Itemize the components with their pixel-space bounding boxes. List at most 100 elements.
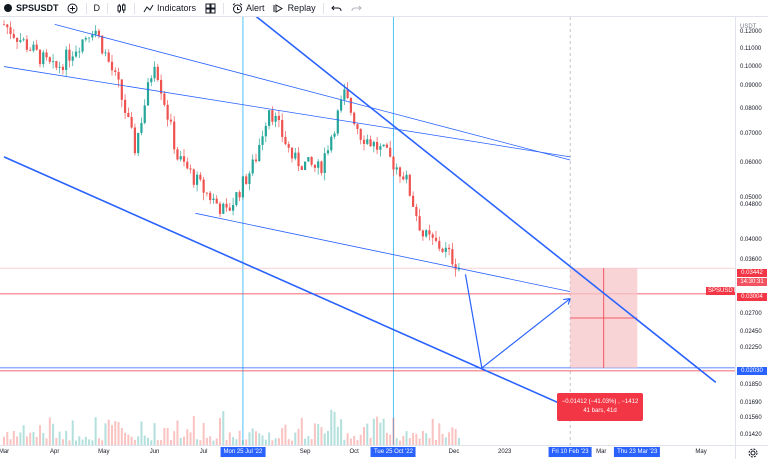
volume-bar	[117, 422, 120, 445]
candle-body	[163, 93, 166, 105]
candle-body	[281, 120, 284, 137]
level-price-tag: 0.02030	[737, 367, 767, 375]
price-tick-label: 0.02450	[740, 329, 762, 336]
candle-body	[218, 203, 222, 214]
indicators-button[interactable]: Indicators	[138, 0, 200, 16]
volume-bar	[421, 430, 424, 445]
time-axis[interactable]: Mar Apr May Jun Jul Sep Oct Dec 2023 Mar May Mon 25…	[0, 445, 735, 459]
price-tick-label: 0.04000	[740, 236, 762, 243]
volume-bar	[457, 437, 460, 445]
volume-bar	[209, 436, 212, 445]
volume-bar	[55, 437, 58, 445]
volume-bar	[111, 424, 113, 445]
candle-body	[114, 70, 117, 72]
price-chart[interactable]	[0, 0, 735, 445]
volume-bar	[291, 440, 293, 445]
volume-bar	[444, 437, 447, 445]
candle-body	[287, 144, 290, 148]
volume-bar	[382, 418, 385, 445]
candle-body	[212, 198, 215, 201]
redo-button[interactable]	[347, 0, 367, 16]
candle-body	[123, 99, 127, 113]
candle-body	[366, 139, 369, 144]
volume-bar	[251, 428, 254, 445]
price-tick-label: 0.04800	[740, 202, 762, 209]
replay-button[interactable]: Replay	[269, 0, 320, 16]
volume-bar	[61, 439, 64, 445]
candle-body	[2, 24, 6, 26]
volume-bar	[232, 437, 235, 445]
volume-bar	[310, 439, 313, 445]
symbol-search-button[interactable]: SPSUSDT	[0, 0, 63, 16]
time-highlight-label: Tue 25 Oct '22	[370, 447, 416, 457]
projection-arrow	[481, 298, 571, 369]
candle-body	[225, 203, 228, 208]
divider	[85, 2, 87, 14]
alert-button[interactable]: Alert	[227, 0, 269, 16]
price-axis[interactable]: USDT 0.12000 0.11000 0.10000 0.09000 0.08000…	[735, 17, 768, 445]
candle-body	[339, 99, 343, 111]
time-tick-label: Mar	[0, 449, 10, 455]
candle-body	[323, 153, 326, 173]
candle-body	[143, 105, 146, 123]
volume-bar	[405, 431, 408, 445]
indicators-icon	[142, 2, 154, 14]
candle-body	[58, 66, 61, 68]
candle-body	[25, 39, 29, 50]
measure-change: −0.01412 (−41.03%) , −1412	[561, 399, 639, 405]
chart-type-button[interactable]	[111, 0, 131, 16]
undo-button[interactable]	[327, 0, 347, 16]
candle-body	[238, 192, 241, 198]
candle-body	[29, 49, 32, 51]
candle-body	[173, 121, 176, 150]
volume-bar	[25, 436, 28, 445]
volume-bar	[150, 440, 153, 445]
candle-body	[326, 150, 330, 154]
trendline	[54, 24, 571, 161]
price-tick-label: 0.01690	[740, 399, 762, 406]
candle-body	[313, 164, 317, 168]
settings-gear-icon[interactable]	[735, 445, 768, 459]
candle-body	[146, 82, 150, 106]
candle-body	[159, 79, 163, 94]
candle-body	[385, 144, 389, 148]
volume-bar	[219, 417, 221, 445]
candle-body	[117, 71, 120, 80]
volume-bar	[287, 439, 290, 445]
candle-body	[369, 139, 372, 147]
volume-bar	[75, 440, 77, 445]
volume-bar	[88, 439, 91, 445]
volume-bar	[65, 430, 68, 445]
candle-body	[274, 115, 277, 122]
candle-body	[438, 240, 441, 249]
candle-body	[372, 141, 375, 147]
candle-body	[418, 216, 421, 231]
alarm-clock-icon	[231, 2, 243, 14]
interval-button[interactable]: D	[90, 0, 105, 16]
volume-bar	[415, 433, 418, 445]
volume-bar	[205, 437, 208, 445]
replay-icon	[273, 2, 285, 14]
volume-bar	[147, 437, 149, 445]
layouts-button[interactable]	[200, 0, 220, 16]
candles-icon	[115, 2, 127, 14]
candle-body	[362, 139, 366, 144]
volume-bar	[6, 432, 9, 445]
candle-body	[431, 234, 434, 238]
volume-bar	[94, 417, 97, 445]
candle-body	[382, 144, 385, 147]
volume-bar	[330, 409, 333, 445]
volume-bar	[241, 440, 244, 445]
candle-body	[55, 61, 58, 68]
candle-body	[405, 174, 408, 180]
volume-bar	[353, 435, 356, 445]
candle-body	[421, 230, 425, 237]
chart-pane[interactable]: SPSUSDT −0.01412 (−41.03%) , −1412 41 ba…	[0, 0, 739, 454]
volume-bar	[3, 436, 5, 445]
divider	[134, 2, 136, 14]
volume-bar	[68, 440, 71, 445]
time-tick-label: 2023	[498, 449, 512, 455]
compare-button[interactable]	[63, 0, 83, 16]
undo-icon	[331, 2, 343, 14]
price-tick-label: 0.07000	[740, 130, 762, 137]
